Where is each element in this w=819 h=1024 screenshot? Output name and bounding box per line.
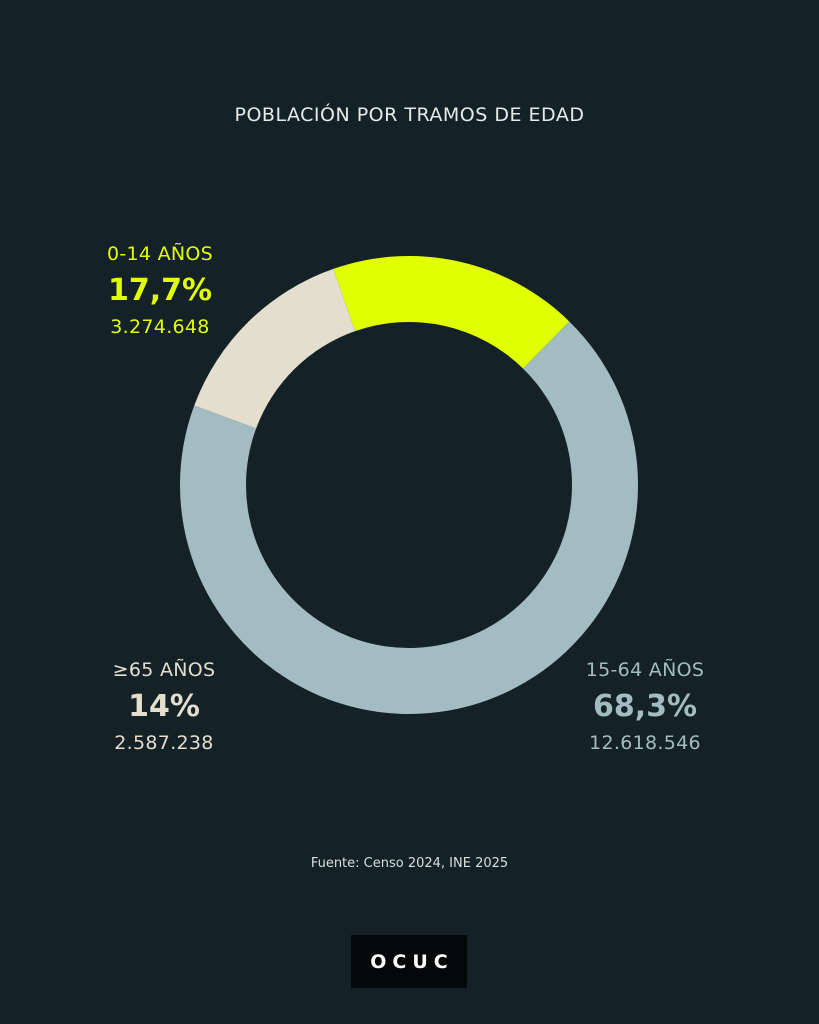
slice-0-14 [333, 255, 570, 369]
slice-65-plus [194, 268, 356, 429]
label-0-14: 0-14 AÑOS 17,7% 3.274.648 [70, 243, 250, 338]
label-15-64: 15-64 AÑOS 68,3% 12.618.546 [555, 659, 735, 754]
slice-label: 0-14 AÑOS [106, 243, 214, 265]
ocuc-logo: OCUC [351, 935, 467, 988]
slice-count: 12.618.546 [589, 732, 701, 754]
chart-title: POBLACIÓN POR TRAMOS DE EDAD [234, 104, 585, 126]
slice-count: 2.587.238 [114, 732, 214, 754]
slice-percent: 14% [128, 689, 200, 724]
slice-15-64 [180, 321, 639, 714]
slice-label: ≥65 AÑOS [112, 659, 216, 681]
label-65-plus: ≥65 AÑOS 14% 2.587.238 [74, 659, 254, 754]
slice-count: 3.274.648 [110, 316, 210, 338]
source-note: Fuente: Censo 2024, INE 2025 [310, 856, 509, 871]
slice-percent: 68,3% [592, 689, 698, 724]
slice-percent: 17,7% [107, 273, 213, 308]
slice-label: 15-64 AÑOS [585, 659, 705, 681]
